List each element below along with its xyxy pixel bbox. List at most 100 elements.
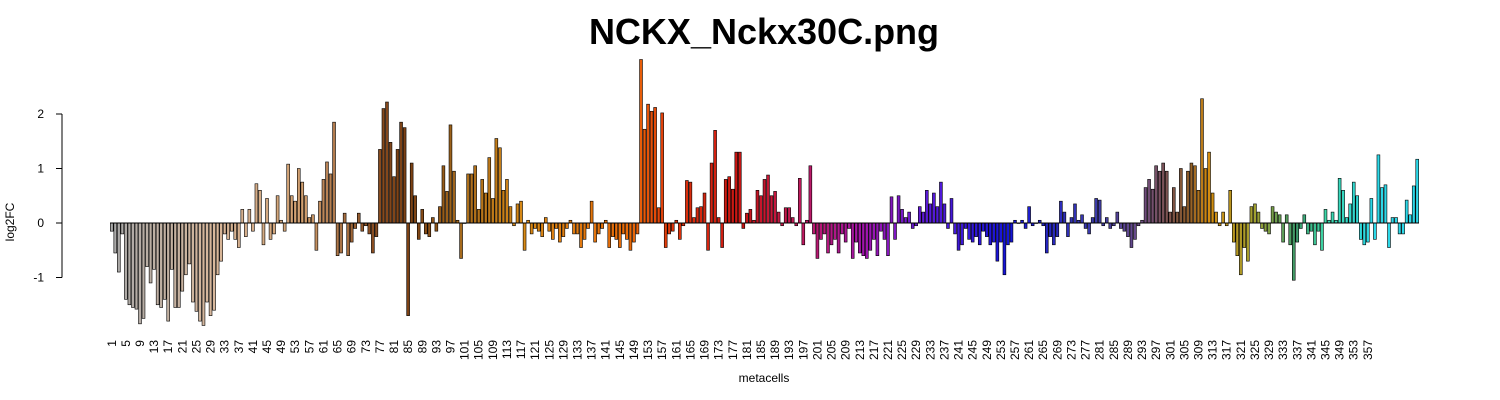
x-tick-label: 97 (443, 340, 457, 354)
bar-43 (258, 190, 262, 224)
bar-215 (865, 222, 869, 259)
x-tick-label: 233 (923, 340, 937, 360)
x-tick-label: 29 (204, 340, 218, 354)
bar-358 (1369, 198, 1374, 224)
bar-144 (614, 222, 619, 240)
bar-21 (180, 222, 185, 292)
bar-5 (124, 222, 128, 300)
bar-217 (872, 222, 876, 240)
bar-367 (1401, 222, 1405, 235)
bar-19 (173, 222, 178, 308)
bar-70 (353, 222, 357, 229)
x-tick-label: 269 (1050, 340, 1064, 360)
x-tick-label: 61 (316, 340, 330, 354)
bar-232 (925, 190, 929, 224)
bar-201 (815, 222, 820, 259)
y-axis-label: log2FC (3, 202, 17, 241)
bar-281 (1097, 199, 1102, 224)
x-tick-label: 261 (1022, 340, 1036, 360)
x-tick-label: 241 (952, 340, 966, 360)
bar-36 (233, 222, 237, 240)
bar-261 (1027, 206, 1031, 224)
bar-335 (1288, 222, 1292, 246)
bar-169 (702, 192, 707, 224)
x-tick-label: 249 (980, 340, 994, 360)
bar-298 (1157, 170, 1162, 224)
bar-156 (656, 207, 661, 224)
x-tick-label: 57 (302, 340, 316, 354)
bar-140 (600, 222, 604, 229)
bar-148 (628, 222, 633, 251)
bar-15 (159, 222, 163, 308)
bar-74 (367, 222, 372, 235)
bar-364 (1390, 217, 1395, 224)
x-tick-label: 113 (500, 340, 514, 359)
bar-361 (1380, 187, 1384, 224)
bar-253 (999, 222, 1003, 243)
bar-76 (374, 222, 379, 237)
bar-208 (840, 222, 844, 235)
bar-353 (1351, 181, 1356, 224)
bar-331 (1274, 211, 1278, 224)
bar-174 (720, 222, 724, 248)
bar-199 (808, 165, 813, 224)
x-tick-label: 225 (895, 340, 909, 360)
bar-81 (392, 176, 396, 224)
bar-359 (1373, 222, 1377, 240)
bar-171 (709, 162, 714, 224)
bar-127 (554, 222, 559, 229)
x-tick-label: 337 (1290, 340, 1304, 360)
x-tick-label: 73 (359, 340, 373, 354)
bar-63 (328, 173, 333, 224)
bar-92 (431, 217, 435, 224)
bar-146 (621, 222, 626, 235)
x-tick-label: 297 (1149, 340, 1163, 360)
x-tick-label: 121 (528, 340, 542, 360)
bar-1 (110, 222, 114, 232)
bar-290 (1129, 222, 1134, 248)
bar-244 (967, 222, 971, 240)
bar-44 (261, 222, 266, 246)
bar-354 (1355, 195, 1360, 224)
bar-176 (727, 176, 731, 224)
x-tick-label: 281 (1093, 340, 1107, 360)
bar-133 (575, 222, 580, 235)
x-tick-label: 181 (740, 340, 754, 360)
bar-106 (480, 179, 484, 224)
bar-117 (519, 200, 523, 224)
bar-289 (1126, 222, 1130, 237)
x-tick-label: 101 (458, 340, 472, 360)
bar-59 (314, 222, 319, 251)
bar-233 (928, 203, 933, 224)
bar-340 (1306, 222, 1310, 235)
bar-296 (1150, 188, 1155, 224)
bar-220 (882, 222, 887, 240)
bar-210 (847, 222, 851, 229)
bar-166 (692, 217, 696, 224)
bar-329 (1267, 222, 1271, 235)
x-tick-label: 341 (1304, 340, 1318, 360)
bar-80 (388, 142, 393, 224)
bar-307 (1189, 162, 1194, 224)
bar-40 (247, 209, 252, 224)
bar-31 (215, 222, 220, 276)
bar-143 (611, 222, 615, 237)
bar-67 (342, 212, 347, 224)
bar-184 (755, 190, 760, 224)
bar-256 (1009, 222, 1014, 243)
bar-300 (1164, 170, 1169, 224)
x-tick-label: 149 (627, 340, 641, 360)
bar-108 (487, 157, 492, 224)
bar-51 (286, 163, 290, 224)
x-tick-label: 265 (1036, 340, 1050, 360)
bar-219 (879, 222, 883, 232)
bar-126 (551, 222, 555, 240)
bar-46 (268, 222, 273, 240)
bar-87 (413, 195, 417, 224)
bar-138 (593, 222, 597, 243)
bar-28 (205, 222, 209, 303)
x-tick-label: 345 (1319, 340, 1333, 360)
bar-173 (716, 217, 721, 224)
bar-20 (177, 222, 181, 308)
